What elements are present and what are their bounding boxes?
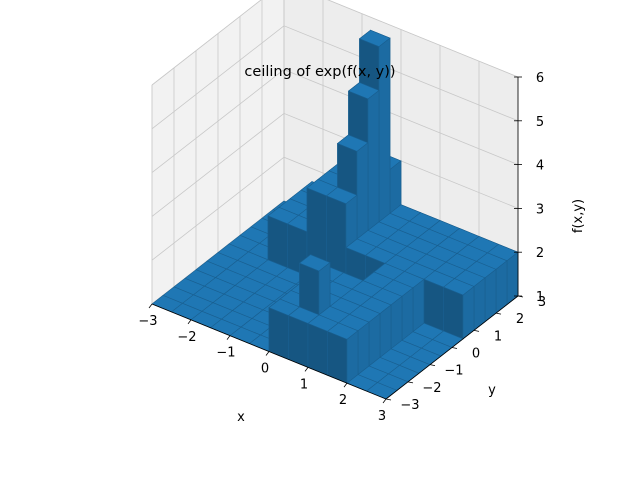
z-gridline bbox=[151, 69, 519, 173]
y-tick bbox=[451, 347, 458, 349]
y-tick bbox=[429, 364, 436, 367]
x-tick bbox=[265, 351, 270, 356]
x-tick-label: −1 bbox=[216, 346, 235, 361]
x-tick-label: −2 bbox=[177, 330, 196, 345]
surface-side-face bbox=[506, 251, 519, 306]
surface-side-face bbox=[484, 268, 497, 323]
surface-side-face bbox=[345, 194, 358, 249]
y-tick-label: −2 bbox=[422, 381, 441, 396]
z-gridline bbox=[151, 0, 519, 86]
y-tick-label: −3 bbox=[400, 398, 419, 413]
x-tick-label: 0 bbox=[261, 362, 269, 377]
surface-side-face bbox=[318, 261, 331, 316]
surface-side-face bbox=[401, 287, 414, 341]
surface-side-face bbox=[299, 262, 320, 316]
x-tick-label: −3 bbox=[138, 314, 157, 329]
z-tick-label: 6 bbox=[536, 71, 544, 86]
x-axis-label: x bbox=[237, 410, 245, 425]
y-tick-label: 3 bbox=[538, 295, 546, 310]
surface-side-face bbox=[412, 278, 425, 333]
surface-side-face bbox=[462, 285, 475, 340]
surface-side-face bbox=[346, 330, 359, 384]
surface-side-face bbox=[307, 323, 328, 376]
surface-side-face bbox=[348, 90, 369, 144]
y-axis-label: y bbox=[488, 383, 496, 398]
z-tick-label: 4 bbox=[536, 159, 544, 174]
y-tick-label: 0 bbox=[472, 347, 480, 362]
y-tick-label: −1 bbox=[444, 364, 463, 379]
chart-title: ceiling of exp(f(x, y)) bbox=[244, 64, 396, 80]
surface-side-face bbox=[389, 160, 402, 214]
y-tick-label: 2 bbox=[516, 312, 524, 327]
surface-side-face bbox=[356, 142, 369, 240]
surface-side-face bbox=[379, 304, 392, 359]
z-tick-label: 3 bbox=[536, 202, 544, 217]
y-tick bbox=[495, 312, 502, 315]
surface-side-face bbox=[357, 321, 370, 376]
y-tick bbox=[407, 381, 414, 384]
surface-side-face bbox=[423, 278, 444, 332]
surface-side-face bbox=[327, 330, 348, 384]
x-tick-label: 2 bbox=[339, 393, 347, 408]
z-tick-label: 2 bbox=[536, 246, 544, 261]
y-tick bbox=[473, 329, 480, 332]
surface-side-face bbox=[267, 215, 288, 269]
surface-side-face bbox=[268, 307, 289, 360]
z-gridline bbox=[151, 112, 519, 217]
surface-side-face bbox=[367, 89, 380, 232]
surface-side-face bbox=[288, 315, 309, 368]
x-tick bbox=[382, 398, 387, 404]
z-tick-label: 1 bbox=[536, 290, 544, 305]
surface-side-face bbox=[495, 260, 508, 314]
x-tick bbox=[148, 303, 153, 309]
x-tick bbox=[187, 319, 192, 325]
x-tick-label: 1 bbox=[300, 377, 308, 392]
z-axis-label: f(x,y) bbox=[571, 199, 586, 233]
z-gridline bbox=[151, 25, 519, 130]
surface-side-face bbox=[473, 277, 486, 331]
x-tick-label: 3 bbox=[378, 409, 386, 424]
x-tick bbox=[304, 367, 309, 372]
surface-side-face bbox=[337, 143, 358, 196]
z-tick-label: 5 bbox=[536, 115, 544, 130]
surface-side-face bbox=[390, 295, 403, 350]
y-tick-label: 1 bbox=[494, 329, 502, 344]
y-tick bbox=[385, 398, 392, 401]
x-tick bbox=[226, 335, 231, 340]
x-tick bbox=[343, 382, 348, 388]
surface-side-face bbox=[368, 312, 381, 367]
surface-side-face bbox=[443, 286, 464, 340]
